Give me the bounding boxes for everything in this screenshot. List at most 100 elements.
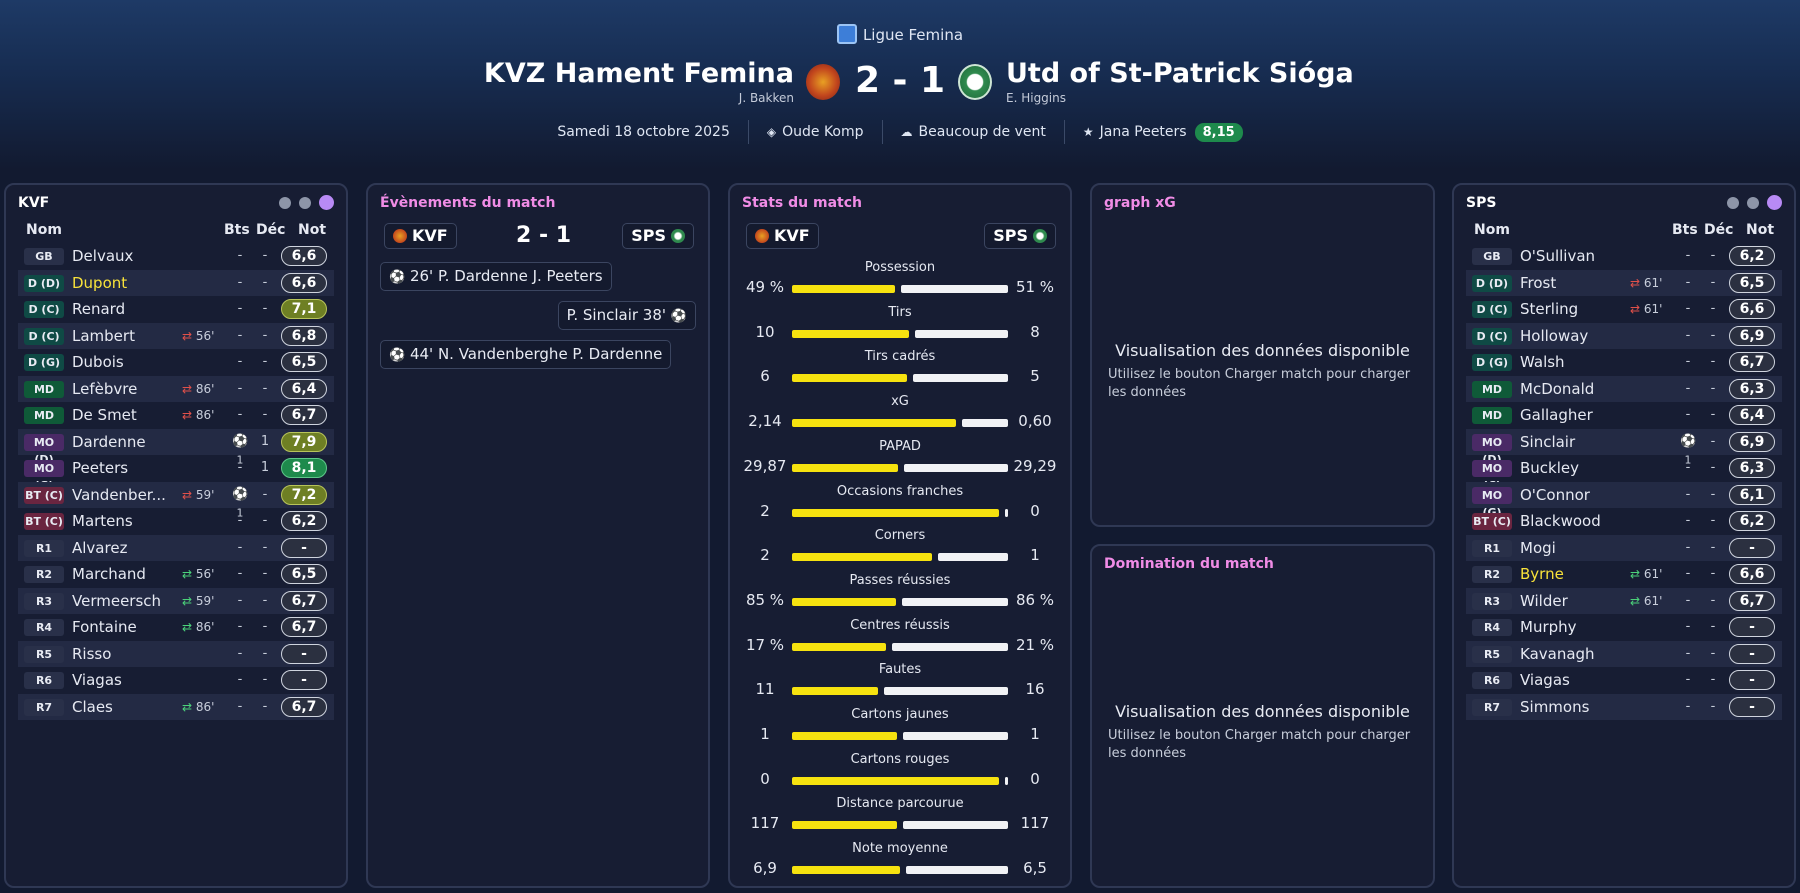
player-name[interactable]: Gallagher (1520, 406, 1593, 424)
col-name[interactable]: Nom (1474, 222, 1510, 238)
player-name[interactable]: O'Connor (1520, 485, 1590, 504)
away-coach[interactable]: E. Higgins (1006, 91, 1066, 105)
league-label[interactable]: Ligue Femina (0, 24, 1800, 44)
player-row[interactable]: MO (G) O'Connor - -6,1 (1466, 481, 1782, 519)
player-name[interactable]: Sinclair (1520, 432, 1576, 451)
player-row[interactable]: MD Lefèbvre ⇄ 86' - -6,4 (18, 375, 334, 402)
player-row[interactable]: R4 Murphy - - - (1466, 614, 1782, 641)
player-row[interactable]: D (G) Walsh - -6,7 (1466, 349, 1782, 376)
player-name[interactable]: Walsh (1520, 353, 1565, 371)
view-dot-1[interactable] (279, 196, 291, 209)
player-name[interactable]: Wilder (1520, 591, 1568, 610)
home-coach[interactable]: J. Bakken (738, 91, 794, 105)
player-row[interactable]: D (C) Renard - -7,1 (18, 296, 334, 323)
player-name[interactable]: Kavanagh (1520, 644, 1595, 663)
player-row[interactable]: MO (D) Dardenne ⚽1 1 7,9 (18, 428, 334, 466)
col-rating[interactable]: Not (298, 222, 327, 238)
player-row[interactable]: D (D) Dupont - -6,6 (18, 269, 334, 296)
player-row[interactable]: D (C) Lambert ⇄ 56' - -6,8 (18, 322, 334, 349)
player-name[interactable]: Risso (72, 644, 112, 663)
away-team[interactable]: Utd of St-Patrick Sióga E. Higgins (1006, 58, 1354, 105)
player-name[interactable]: Lambert (72, 326, 135, 345)
home-crest-icon[interactable] (806, 64, 840, 100)
player-row[interactable]: R6 Viagas - - - (18, 667, 334, 694)
player-name[interactable]: Simmons (1520, 697, 1590, 716)
view-dot-1[interactable] (1727, 196, 1739, 209)
player-name[interactable]: Sterling (1520, 300, 1579, 318)
player-name[interactable]: Peeters (72, 459, 129, 477)
player-row[interactable]: MO (C)Buckley--6,3 (1466, 455, 1782, 492)
player-name[interactable]: Blackwood (1520, 512, 1601, 530)
player-name[interactable]: Claes (72, 697, 113, 716)
away-crest-icon[interactable] (958, 64, 992, 100)
player-name[interactable]: Lefèbvre (72, 379, 138, 398)
player-row[interactable]: R5 Risso - - - (18, 640, 334, 667)
view-dot-2[interactable] (299, 196, 311, 209)
player-row[interactable]: D (C) Holloway - -6,9 (1466, 322, 1782, 349)
player-name[interactable]: Buckley (1520, 459, 1580, 477)
player-row[interactable]: BT (C) Blackwood - -6,2 (1466, 508, 1782, 535)
col-decisive[interactable]: Déc (1704, 222, 1734, 238)
col-rating[interactable]: Not (1746, 222, 1775, 238)
player-row[interactable]: GB Delvaux - -6,6 (18, 243, 334, 270)
player-row[interactable]: BT (C) Martens - -6,2 (18, 508, 334, 535)
player-name[interactable]: McDonald (1520, 379, 1595, 398)
player-name[interactable]: Murphy (1520, 618, 1577, 636)
player-name[interactable]: Viagas (72, 671, 122, 689)
player-row[interactable]: R5 Kavanagh - - - (1466, 640, 1782, 667)
player-name[interactable]: Vermeersch (72, 591, 162, 610)
events-away-team[interactable]: SPS (622, 223, 694, 249)
player-row[interactable]: R2 Byrne ⇄ 61' - -6,6 (1466, 561, 1782, 588)
player-name[interactable]: Alvarez (72, 538, 128, 557)
event-goal[interactable]: ⚽ 44' N. Vandenberghe P. Dardenne (380, 340, 672, 369)
player-name[interactable]: Dardenne (72, 432, 146, 451)
stadium-name[interactable]: Oude Komp (782, 124, 864, 140)
player-row[interactable]: R1 Alvarez - - - (18, 534, 334, 561)
home-team[interactable]: KVZ Hament Femina J. Bakken (484, 58, 794, 105)
view-dot-2[interactable] (1747, 196, 1759, 209)
player-row[interactable]: R7 Claes ⇄ 86' - -6,7 (18, 693, 334, 720)
player-row[interactable]: R6 Viagas - - - (1466, 667, 1782, 694)
player-row[interactable]: R3 Wilder ⇄ 61' - -6,7 (1466, 587, 1782, 614)
player-name[interactable]: Delvaux (72, 247, 134, 265)
col-name[interactable]: Nom (26, 222, 62, 238)
player-row[interactable]: MO (G)Peeters-18,1 (18, 455, 334, 492)
player-name[interactable]: Viagas (1520, 671, 1570, 689)
player-row[interactable]: MO (D) Sinclair ⚽1-6,9 (1466, 428, 1782, 466)
player-row[interactable]: D (G) Dubois - -6,5 (18, 349, 334, 376)
player-name[interactable]: Renard (72, 300, 126, 318)
player-name[interactable]: Dubois (72, 353, 124, 371)
player-name[interactable]: Holloway (1520, 326, 1589, 345)
player-row[interactable]: D (C) Sterling ⇄ 61' - -6,6 (1466, 296, 1782, 323)
stats-home-team[interactable]: KVF (746, 223, 819, 249)
player-name[interactable]: De Smet (72, 406, 137, 424)
player-row[interactable]: MD McDonald - -6,3 (1466, 375, 1782, 402)
events-home-team[interactable]: KVF (384, 223, 457, 249)
view-dot-3[interactable] (1767, 195, 1782, 210)
away-team-name[interactable]: Utd of St-Patrick Sióga (1006, 58, 1354, 89)
player-row[interactable]: R3 Vermeersch ⇄ 59' - -6,7 (18, 587, 334, 614)
player-row[interactable]: R7 Simmons - - - (1466, 693, 1782, 720)
player-row[interactable]: MD De Smet ⇄ 86' - -6,7 (18, 402, 334, 429)
player-name[interactable]: Martens (72, 512, 133, 530)
home-team-name[interactable]: KVZ Hament Femina (483, 58, 794, 89)
col-decisive[interactable]: Déc (256, 222, 286, 238)
player-row[interactable]: MD Gallagher - -6,4 (1466, 402, 1782, 429)
player-row[interactable]: R1 Mogi - - - (1466, 534, 1782, 561)
col-goals[interactable]: Bts (1672, 222, 1698, 238)
player-row[interactable]: GB O'Sullivan - -6,2 (1466, 243, 1782, 270)
player-row[interactable]: BT (C) Vandenber... ⇄ 59' ⚽1-7,2 (18, 481, 334, 519)
potm-name[interactable]: Jana Peeters (1099, 124, 1187, 140)
event-goal[interactable]: ⚽ 26' P. Dardenne J. Peeters (380, 262, 612, 291)
player-name[interactable]: Dupont (72, 273, 128, 292)
player-row[interactable]: R4 Fontaine ⇄ 86' - -6,7 (18, 614, 334, 641)
event-goal[interactable]: P. Sinclair 38' ⚽ (557, 301, 696, 330)
player-name[interactable]: Mogi (1520, 538, 1556, 557)
col-goals[interactable]: Bts (224, 222, 250, 238)
player-row[interactable]: R2 Marchand ⇄ 56' - -6,5 (18, 561, 334, 588)
player-name[interactable]: Byrne (1520, 565, 1564, 583)
player-name[interactable]: Fontaine (72, 618, 137, 636)
stats-away-team[interactable]: SPS (984, 223, 1056, 249)
player-name[interactable]: Frost (1520, 273, 1557, 292)
player-name[interactable]: O'Sullivan (1520, 247, 1596, 265)
